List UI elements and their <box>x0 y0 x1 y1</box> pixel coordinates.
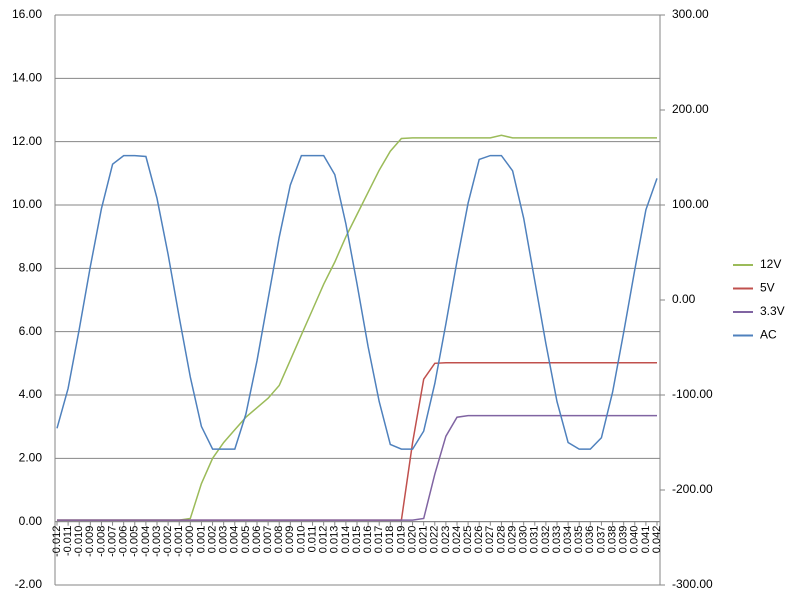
x-tick-label: 0.003 <box>218 526 230 554</box>
y2-tick-label: -200.00 <box>672 482 713 496</box>
x-tick-label: 0.005 <box>240 526 252 554</box>
x-tick-label: -0.010 <box>73 526 85 557</box>
x-tick-label: 0.025 <box>462 526 474 554</box>
x-tick-label: 0.007 <box>262 526 274 554</box>
x-tick-label: 0.010 <box>295 526 307 554</box>
x-tick-label: 0.018 <box>384 526 396 554</box>
y2-tick-label: -300.00 <box>672 577 713 591</box>
x-tick-label: 0.041 <box>640 526 652 554</box>
x-tick-label: 0.037 <box>595 526 607 554</box>
y-tick-label: 2.00 <box>19 451 43 465</box>
y-tick-label: 0.00 <box>19 514 43 528</box>
x-tick-label: 0.033 <box>551 526 563 554</box>
x-tick-label: 0.008 <box>273 526 285 554</box>
y-tick-label: 14.00 <box>12 71 42 85</box>
x-tick-label: 0.026 <box>473 526 485 554</box>
y-tick-label: 4.00 <box>19 387 43 401</box>
y-tick-label: 6.00 <box>19 324 43 338</box>
x-tick-label: 0.027 <box>484 526 496 554</box>
y2-tick-label: -100.00 <box>672 387 713 401</box>
x-tick-label: 0.024 <box>451 526 463 554</box>
y-tick-label: -2.00 <box>15 577 43 591</box>
y2-tick-label: 200.00 <box>672 102 709 116</box>
x-tick-label: 0.040 <box>629 526 641 554</box>
x-tick-label: 0.023 <box>440 526 452 554</box>
y2-tick-label: 100.00 <box>672 197 709 211</box>
x-tick-label: 0.032 <box>540 526 552 554</box>
y-tick-label: 8.00 <box>19 261 43 275</box>
x-tick-label: 0.034 <box>562 526 574 554</box>
x-tick-label: 0.030 <box>518 526 530 554</box>
y2-tick-label: 300.00 <box>672 7 709 21</box>
x-tick-label: -0.006 <box>118 526 130 557</box>
series-line <box>57 361 657 521</box>
series-line <box>57 414 657 521</box>
x-tick-label: -0.007 <box>106 526 118 557</box>
x-tick-label: 0.029 <box>506 526 518 554</box>
x-tick-label: -0.002 <box>162 526 174 557</box>
x-tick-label: -0.003 <box>151 526 163 557</box>
x-tick-label: 0.022 <box>429 526 441 554</box>
x-tick-label: 0.021 <box>418 526 430 554</box>
x-tick-label: 0.014 <box>340 526 352 554</box>
x-tick-label: 0.038 <box>606 526 618 554</box>
x-tick-label: 0.016 <box>362 526 374 554</box>
legend-label: 5V <box>760 281 775 295</box>
x-tick-label: -0.001 <box>173 526 185 557</box>
legend-label: 12V <box>760 257 781 271</box>
y-tick-label: 16.00 <box>12 7 42 21</box>
x-tick-label: -0.011 <box>62 526 74 556</box>
series-line <box>57 134 657 521</box>
x-tick-label: 0.009 <box>284 526 296 554</box>
x-tick-label: -0.009 <box>84 526 96 557</box>
x-tick-label: 0.019 <box>395 526 407 554</box>
x-tick-label: -0.000 <box>184 526 196 557</box>
legend-label: 3.3V <box>760 304 785 318</box>
x-tick-label: 0.001 <box>195 526 207 554</box>
x-tick-label: 0.028 <box>495 526 507 554</box>
x-tick-label: 0.006 <box>251 526 263 554</box>
x-tick-label: 0.039 <box>618 526 630 554</box>
x-tick-label: 0.015 <box>351 526 363 554</box>
x-tick-label: 0.020 <box>406 526 418 554</box>
x-tick-label: -0.004 <box>140 526 152 557</box>
x-tick-label: 0.031 <box>529 526 541 554</box>
x-tick-label: 0.035 <box>573 526 585 554</box>
x-tick-label: -0.008 <box>95 526 107 557</box>
x-tick-label: 0.004 <box>229 526 241 554</box>
x-tick-label: 0.011 <box>306 526 318 553</box>
x-tick-label: -0.005 <box>129 526 141 557</box>
legend-label: AC <box>760 328 777 342</box>
x-tick-label: 0.012 <box>318 526 330 554</box>
x-tick-label: 0.042 <box>651 526 663 554</box>
x-tick-label: 0.036 <box>584 526 596 554</box>
x-tick-label: 0.017 <box>373 526 385 554</box>
y-tick-label: 10.00 <box>12 197 42 211</box>
y-tick-label: 12.00 <box>12 134 42 148</box>
series-line <box>56 154 658 450</box>
y2-tick-label: 0.00 <box>672 292 696 306</box>
x-tick-label: 0.002 <box>206 526 218 554</box>
x-tick-label: 0.013 <box>329 526 341 554</box>
x-tick-label: -0.012 <box>51 526 63 557</box>
